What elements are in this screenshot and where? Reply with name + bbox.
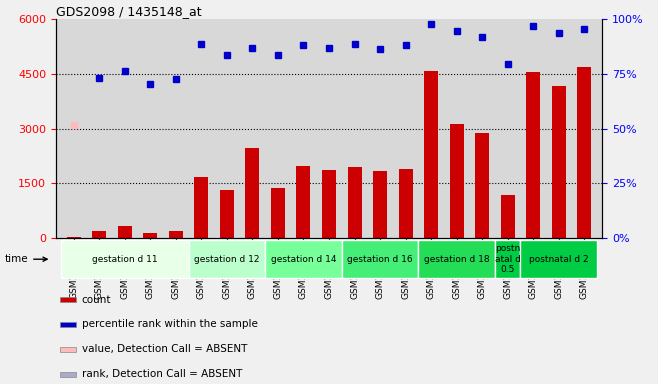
Bar xyxy=(526,72,540,238)
Text: rank, Detection Call = ABSENT: rank, Detection Call = ABSENT xyxy=(82,369,242,379)
Bar xyxy=(60,347,76,352)
Bar xyxy=(265,240,342,278)
Bar xyxy=(245,147,259,238)
Bar xyxy=(297,166,311,238)
Text: value, Detection Call = ABSENT: value, Detection Call = ABSENT xyxy=(82,344,247,354)
Bar xyxy=(61,240,189,278)
Text: count: count xyxy=(82,295,111,305)
Text: GDS2098 / 1435148_at: GDS2098 / 1435148_at xyxy=(56,5,201,18)
Bar xyxy=(143,233,157,238)
Text: gestation d 11: gestation d 11 xyxy=(92,255,158,264)
Bar xyxy=(347,167,361,238)
Bar xyxy=(399,169,413,238)
Bar xyxy=(322,170,336,238)
Bar xyxy=(169,231,183,238)
Bar xyxy=(418,240,495,278)
Text: postn
atal d
0.5: postn atal d 0.5 xyxy=(495,244,520,274)
Bar xyxy=(60,372,76,377)
Bar xyxy=(92,231,107,238)
Bar xyxy=(66,237,81,238)
Bar xyxy=(194,177,209,238)
Bar xyxy=(501,195,515,238)
Bar xyxy=(495,240,520,278)
Text: gestation d 12: gestation d 12 xyxy=(194,255,260,264)
Bar xyxy=(118,227,132,238)
Bar xyxy=(60,297,76,302)
Text: gestation d 14: gestation d 14 xyxy=(270,255,336,264)
Bar xyxy=(271,188,285,238)
Text: gestation d 18: gestation d 18 xyxy=(424,255,490,264)
Bar xyxy=(220,190,234,238)
Text: postnatal d 2: postnatal d 2 xyxy=(529,255,588,264)
Bar xyxy=(475,133,489,238)
Bar xyxy=(449,124,464,238)
Text: time: time xyxy=(5,254,47,264)
Text: percentile rank within the sample: percentile rank within the sample xyxy=(82,319,257,329)
Bar xyxy=(577,67,592,238)
Bar xyxy=(189,240,265,278)
Bar xyxy=(551,86,566,238)
Bar xyxy=(60,322,76,327)
Bar xyxy=(424,71,438,238)
Bar xyxy=(373,171,387,238)
Bar xyxy=(520,240,597,278)
Text: gestation d 16: gestation d 16 xyxy=(347,255,413,264)
Bar xyxy=(342,240,418,278)
